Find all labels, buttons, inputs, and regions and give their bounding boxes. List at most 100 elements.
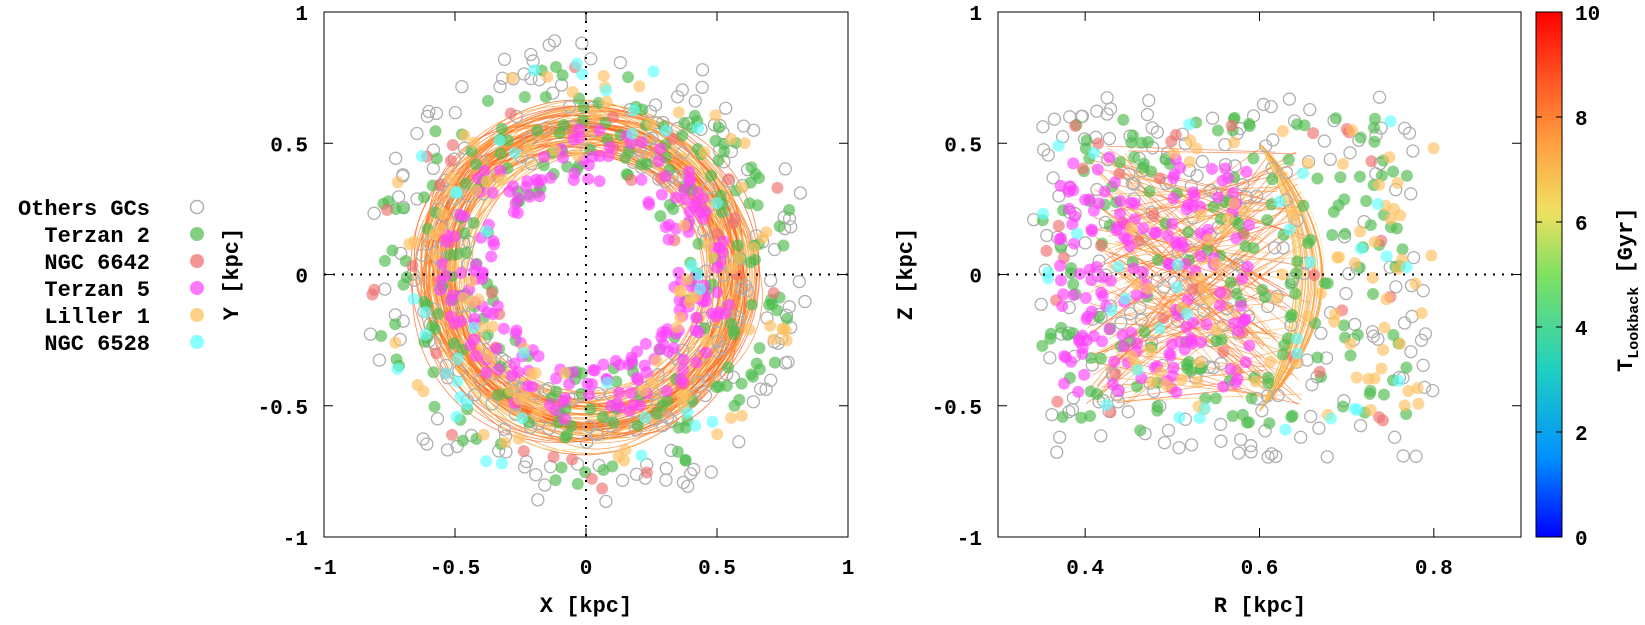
left-point-liller-1 bbox=[498, 436, 511, 449]
right-point-others-gcs bbox=[1282, 92, 1297, 106]
left-point-liller-1 bbox=[389, 336, 402, 349]
legend-label-others-gcs: Others GCs bbox=[18, 197, 150, 222]
left-point-terzan-5 bbox=[660, 326, 673, 339]
right-point-liller-1 bbox=[1227, 197, 1240, 210]
left-point-others-gcs bbox=[615, 473, 630, 487]
right-point-terzan-5 bbox=[1113, 207, 1126, 220]
left-point-others-gcs bbox=[782, 300, 796, 314]
right-point-terzan-5 bbox=[1127, 262, 1140, 275]
left-point-liller-1 bbox=[735, 409, 748, 422]
right-point-others-gcs bbox=[1276, 241, 1290, 255]
left-point-liller-1 bbox=[504, 384, 517, 397]
left-point-ngc-6528 bbox=[450, 410, 463, 423]
colorbar-tick-label: 4 bbox=[1575, 319, 1588, 342]
right-point-liller-1 bbox=[1348, 257, 1361, 270]
left-point-ngc-6528 bbox=[685, 259, 698, 272]
right-point-terzan-2 bbox=[1128, 151, 1141, 164]
right-point-others-gcs bbox=[1264, 447, 1279, 461]
left-point-ngc-6528 bbox=[495, 457, 508, 470]
right-point-terzan-2 bbox=[1263, 417, 1276, 430]
left-point-terzan-2 bbox=[712, 154, 725, 167]
right-point-ngc-6528 bbox=[1392, 374, 1405, 387]
left-point-others-gcs bbox=[754, 382, 768, 396]
right-point-ngc-6642 bbox=[1307, 127, 1320, 140]
left-point-terzan-5 bbox=[526, 380, 539, 393]
right-point-terzan-5 bbox=[1170, 386, 1183, 399]
colorbar-label-main: T bbox=[1614, 359, 1639, 372]
right-point-others-gcs bbox=[1213, 417, 1228, 432]
right-point-others-gcs bbox=[1404, 187, 1418, 201]
left-point-others-gcs bbox=[793, 186, 808, 200]
left-point-others-gcs bbox=[422, 104, 436, 119]
right-orbit-trace bbox=[1124, 294, 1288, 341]
right-point-terzan-5 bbox=[1068, 237, 1081, 250]
left-point-liller-1 bbox=[725, 411, 738, 424]
right-point-ngc-6528 bbox=[1112, 260, 1125, 273]
left-point-terzan-2 bbox=[654, 210, 667, 223]
right-point-others-gcs bbox=[1121, 405, 1135, 419]
left-point-terzan-5 bbox=[635, 173, 648, 186]
left-point-others-gcs bbox=[584, 52, 598, 66]
right-point-others-gcs bbox=[1195, 154, 1210, 169]
right-point-terzan-5 bbox=[1085, 273, 1098, 286]
right-point-others-gcs bbox=[1266, 133, 1280, 147]
right-point-others-gcs bbox=[1320, 450, 1334, 464]
left-point-terzan-5 bbox=[659, 169, 672, 182]
right-point-others-gcs bbox=[1133, 300, 1147, 315]
left-point-ngc-6528 bbox=[407, 292, 420, 305]
right-point-ngc-6528 bbox=[1173, 411, 1186, 424]
right-point-terzan-5 bbox=[1227, 186, 1240, 199]
right-point-liller-1 bbox=[1368, 235, 1381, 248]
left-point-terzan-2 bbox=[470, 158, 483, 171]
left-point-terzan-5 bbox=[603, 140, 616, 153]
left-point-liller-1 bbox=[476, 321, 489, 334]
legend-marker-others-gcs bbox=[189, 199, 205, 215]
right-point-liller-1 bbox=[1350, 371, 1363, 384]
right-point-terzan-2 bbox=[1297, 199, 1310, 212]
left-point-others-gcs bbox=[497, 422, 512, 437]
right-point-ngc-6528 bbox=[1100, 398, 1113, 411]
right-point-terzan-2 bbox=[1084, 409, 1097, 422]
right-point-terzan-5 bbox=[1103, 323, 1116, 336]
left-point-terzan-5 bbox=[692, 325, 705, 338]
left-point-terzan-2 bbox=[768, 356, 781, 369]
right-point-liller-1 bbox=[1131, 278, 1144, 291]
left-point-liller-1 bbox=[647, 376, 660, 389]
right-point-terzan-2 bbox=[1278, 339, 1291, 352]
left-point-terzan-2 bbox=[556, 69, 569, 82]
right-point-others-gcs bbox=[1250, 189, 1264, 203]
right-point-terzan-5 bbox=[1098, 185, 1111, 198]
left-point-terzan-2 bbox=[745, 161, 758, 174]
left-point-ngc-6528 bbox=[706, 415, 719, 428]
left-point-others-gcs bbox=[378, 282, 392, 296]
left-point-terzan-2 bbox=[447, 337, 460, 350]
left-point-terzan-2 bbox=[458, 227, 471, 240]
left-point-ngc-6528 bbox=[647, 65, 660, 78]
left-point-terzan-5 bbox=[480, 366, 493, 379]
left-point-terzan-5 bbox=[523, 190, 536, 203]
right-point-terzan-5 bbox=[1118, 231, 1131, 244]
left-point-ngc-6642 bbox=[596, 482, 609, 495]
right-point-others-gcs bbox=[1145, 121, 1159, 135]
left-point-terzan-2 bbox=[494, 147, 507, 160]
colorbar-gradient bbox=[1535, 11, 1563, 538]
right-point-liller-1 bbox=[1290, 356, 1303, 369]
right-point-others-gcs bbox=[1214, 434, 1228, 448]
right-point-liller-1 bbox=[1210, 323, 1223, 336]
right-point-terzan-2 bbox=[1143, 185, 1156, 198]
right-point-terzan-2 bbox=[1289, 287, 1302, 300]
left-point-terzan-5 bbox=[497, 322, 510, 335]
left-point-ngc-6528 bbox=[419, 306, 432, 319]
right-point-others-gcs bbox=[1100, 91, 1114, 105]
left-point-ngc-6528 bbox=[415, 150, 428, 163]
right-point-liller-1 bbox=[1411, 382, 1424, 395]
left-point-ngc-6642 bbox=[446, 139, 459, 152]
left-point-liller-1 bbox=[733, 252, 746, 265]
left-point-terzan-5 bbox=[674, 372, 687, 385]
left-point-terzan-2 bbox=[745, 298, 758, 311]
right-point-ngc-6642 bbox=[1373, 411, 1386, 424]
right-point-terzan-2 bbox=[1351, 328, 1364, 341]
right-xtick-label: 0.4 bbox=[1066, 558, 1104, 581]
right-panel: 0.4 0.6 0.8 -1 -0.5 0 0.5 1 R [kpc] Z [kpc] bbox=[894, 4, 1522, 619]
left-ytick-label: -0.5 bbox=[258, 398, 308, 421]
